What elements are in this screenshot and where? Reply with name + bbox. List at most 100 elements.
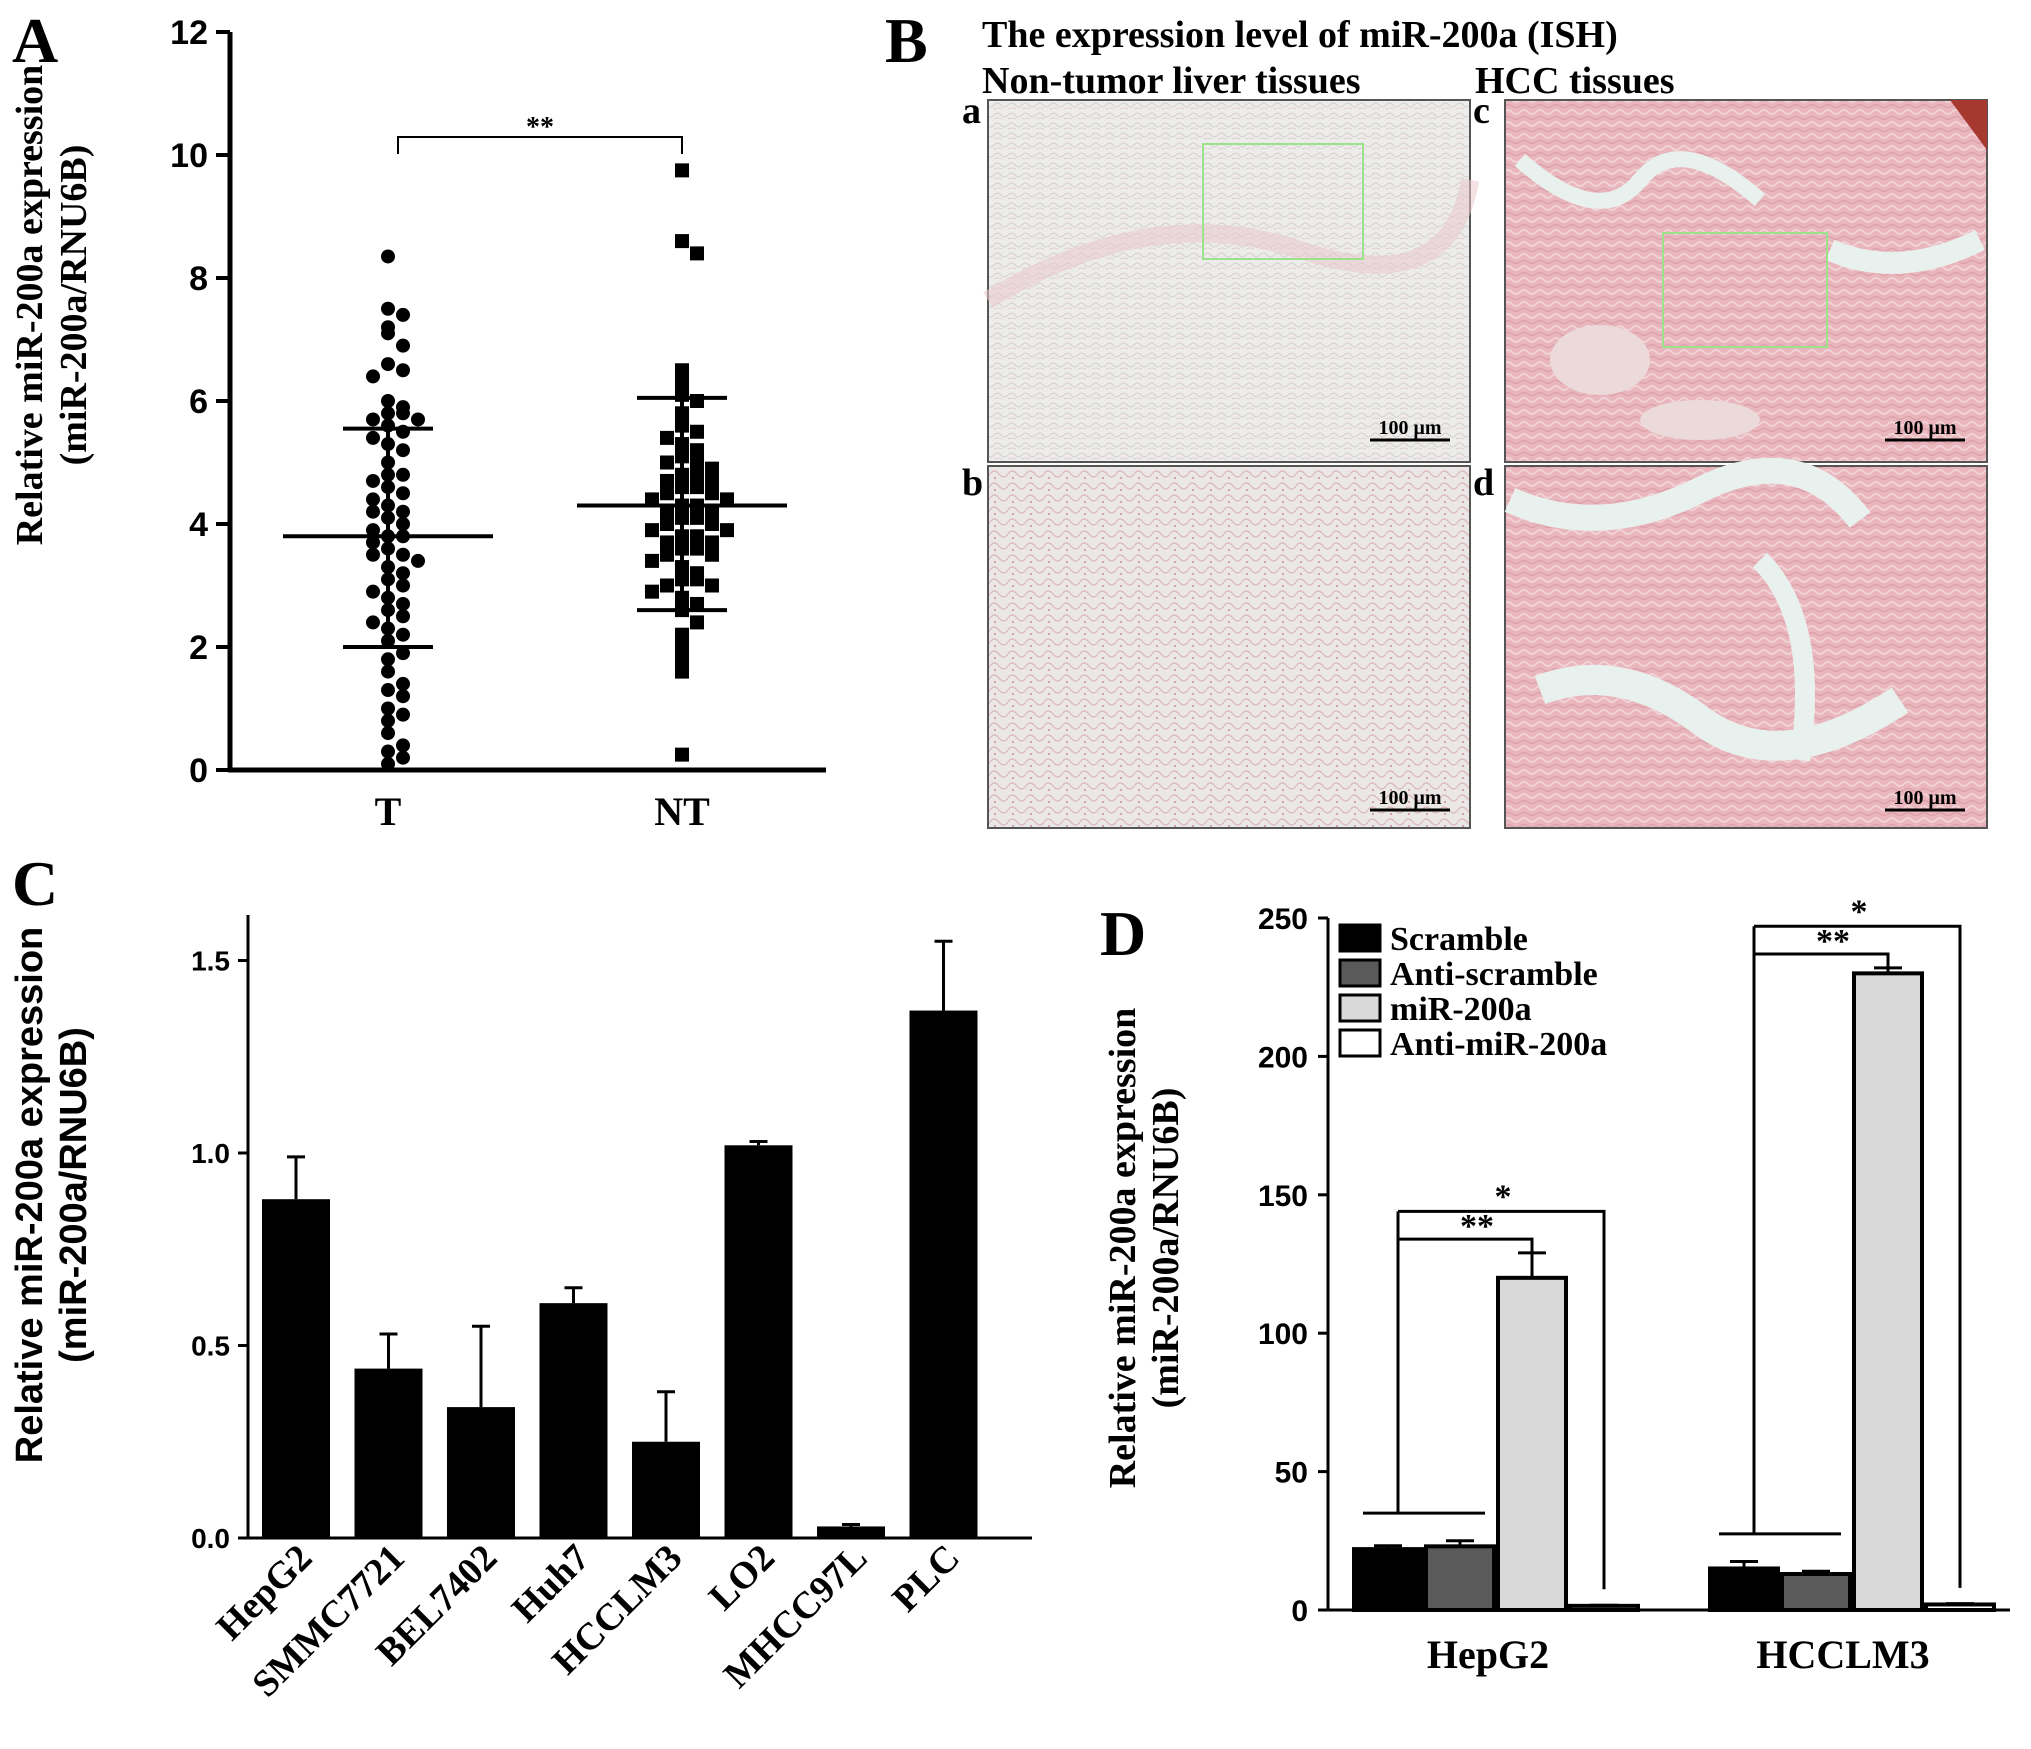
panel-c-ylabel-line1: Relative miR-200a expression (9, 927, 51, 1464)
panel-a-point-t (381, 683, 395, 698)
panel-d-legend-label: Anti-miR-200a (1390, 1026, 1607, 1063)
panel-a-point-nt (675, 652, 689, 667)
panel-a-point-t (396, 504, 410, 519)
panel-c-ylabel-line2: (miR-200a/RNU6B) (53, 1027, 95, 1363)
panel-d-ylabel-line2: (miR-200a/RNU6B) (1145, 1088, 1187, 1409)
panel-c-bar (909, 1010, 978, 1538)
panel-c-bar (539, 1303, 608, 1538)
panel-a-point-nt (705, 461, 719, 476)
panel-a-point-t (396, 486, 410, 501)
panel-a-point-t (396, 750, 410, 765)
panel-c-bar (724, 1145, 793, 1538)
panel-a: A Relative miR-200a expression (miR-200a… (9, 5, 826, 834)
panel-a-point-t (381, 726, 395, 741)
panel-a-stat-bars (283, 395, 787, 649)
panel-a-significance-label: ** (526, 112, 554, 143)
panel-d-ylabel-line1: Relative miR-200a expression (1102, 1008, 1144, 1489)
panel-d-ytick-label: 100 (1258, 1318, 1308, 1351)
panel-a-point-t (411, 553, 425, 568)
panel-d-bar (1352, 1547, 1424, 1613)
panel-a-point-nt (690, 480, 704, 495)
panel-a-point-t (381, 756, 395, 771)
panel-a-point-nt (690, 424, 704, 439)
panel-a-y-ticks: 0 2 4 6 8 10 12 (170, 14, 230, 790)
panel-d-bar (1708, 1566, 1780, 1612)
panel-a-point-t (381, 357, 395, 372)
panel-d-ytick-label: 0 (1291, 1595, 1308, 1628)
panel-a-point-nt (690, 541, 704, 556)
panel-a-point-nt (645, 553, 659, 568)
panel-a-point-t (396, 676, 410, 691)
micrograph-a: 100 μm (983, 99, 1479, 463)
sublabel-c: c (1473, 90, 1490, 132)
panel-a-point-t (396, 307, 410, 322)
panel-a-point-nt (645, 584, 659, 599)
panel-a-point-nt (660, 547, 674, 562)
panel-a-point-nt (705, 535, 719, 550)
panel-a-point-t (396, 406, 410, 421)
panel-a-point-nt (660, 486, 674, 501)
panel-a-point-t (366, 584, 380, 599)
panel-d-inner-bracket (1754, 952, 1890, 968)
panel-a-ylabel-line1: Relative miR-200a expression (9, 65, 51, 546)
panel-a-point-t (396, 363, 410, 378)
panel-a-ytick-label: 12 (170, 14, 208, 52)
zoom-box-a (1202, 143, 1364, 260)
panel-a-point-nt (675, 627, 689, 642)
panel-d-bar (1924, 1602, 1996, 1612)
panel-a-point-nt (645, 523, 659, 538)
panel-a-point-nt (690, 529, 704, 544)
panel-a-point-t (396, 578, 410, 593)
panel-d-legend-swatch (1338, 1028, 1382, 1058)
panel-a-point-nt (675, 163, 689, 178)
panel-a-point-t (396, 646, 410, 661)
panel-a-point-t (366, 535, 380, 550)
micrograph-c: 100 μm (1504, 99, 1988, 463)
panel-d-bar (1780, 1572, 1852, 1612)
panel-a-point-t (381, 664, 395, 679)
panel-d: D Relative miR-200a expression (miR-200a… (1100, 893, 2010, 1677)
panel-a-point-nt (675, 375, 689, 390)
panel-a-ytick-label: 10 (170, 137, 208, 175)
panel-a-ytick-label: 8 (189, 260, 208, 298)
panel-c-bar (817, 1526, 885, 1538)
panel-d-ytick-label: 200 (1258, 1041, 1308, 1074)
sublabel-d: d (1473, 462, 1494, 504)
panel-c-letter: C (12, 848, 58, 919)
panel-a-ylabel-line2: (miR-200a/RNU6B) (53, 145, 95, 466)
panel-a-point-t (381, 744, 395, 759)
panel-a-point-nt (660, 517, 674, 531)
panel-a-point-nt (690, 510, 704, 525)
sublabel-b: b (962, 462, 983, 504)
panel-d-legend-label: miR-200a (1390, 991, 1532, 1028)
panel-a-point-t (396, 338, 410, 353)
panel-d-legend-label: Scramble (1390, 921, 1528, 958)
panel-c-ytick-label: 0.5 (191, 1331, 230, 1362)
panel-d-significance: ****** (1363, 893, 1962, 1590)
panel-a-point-nt (720, 523, 734, 538)
panel-c-xtick-label: LO2 (701, 1537, 783, 1619)
panel-a-point-t (366, 430, 380, 445)
panel-c-bar (632, 1441, 700, 1538)
zoom-box-c (1662, 232, 1828, 348)
sublabel-a: a (962, 90, 981, 132)
panel-a-point-t (366, 369, 380, 384)
panel-a-point-nt (705, 547, 719, 562)
panel-a-point-nt (705, 504, 719, 519)
panel-a-point-nt (675, 363, 689, 378)
panel-a-point-t (396, 609, 410, 624)
panel-d-sig-inner: ** (1816, 923, 1850, 960)
panel-a-point-t (381, 326, 395, 341)
panel-d-bar (1568, 1603, 1640, 1613)
panel-a-point-t (381, 301, 395, 316)
panel-a-point-t (396, 443, 410, 458)
panel-a-point-t (366, 615, 380, 630)
panel-a-point-nt (660, 473, 674, 488)
panel-d-ytick-label: 50 (1275, 1457, 1308, 1490)
panel-a-point-t (381, 652, 395, 667)
scale-label-d: 100 μm (1894, 787, 1957, 809)
panel-d-letter: D (1100, 898, 1146, 969)
scale-label-b: 100 μm (1379, 787, 1442, 809)
panel-a-point-nt (660, 535, 674, 550)
